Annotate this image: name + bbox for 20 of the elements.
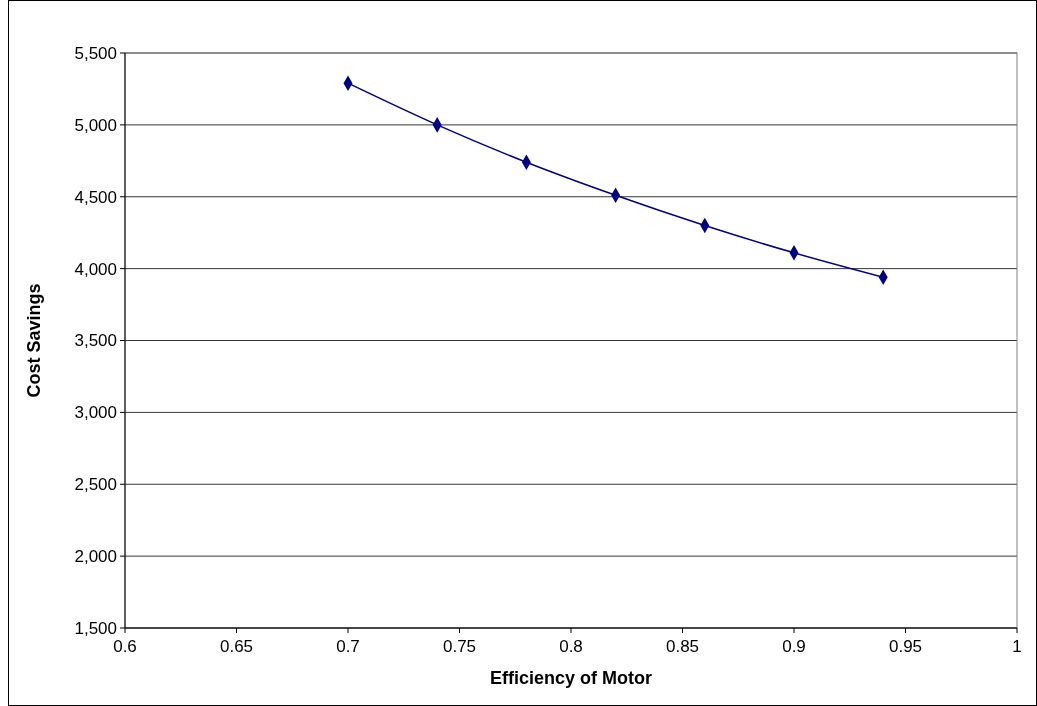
y-tick-label: 2,000 xyxy=(74,547,117,567)
y-tick-label: 4,000 xyxy=(74,259,117,279)
y-tick-label: 3,000 xyxy=(74,403,117,423)
x-tick-label: 0.95 xyxy=(888,637,923,656)
y-axis-title: Cost Savings xyxy=(24,283,44,398)
x-tick-label: 1 xyxy=(1012,637,1022,656)
x-tick-label: 0.9 xyxy=(782,637,806,656)
x-tick-label: 0.75 xyxy=(442,637,477,656)
x-tick-label: 0.8 xyxy=(559,637,583,656)
x-tick-label: 0.65 xyxy=(219,637,254,656)
x-tick-label: 0.6 xyxy=(113,637,137,656)
y-tick-label: 2,500 xyxy=(74,475,117,495)
y-tick-label: 3,500 xyxy=(74,331,117,351)
y-tick-label: 5,000 xyxy=(74,115,117,135)
x-axis-title: Efficiency of Motor xyxy=(489,668,653,688)
x-tick-label: 0.85 xyxy=(665,637,700,656)
y-tick-label: 5,500 xyxy=(74,43,117,63)
y-tick-label: 1,500 xyxy=(74,618,117,638)
x-tick-label: 0.7 xyxy=(336,637,360,656)
y-tick-label: 4,500 xyxy=(74,187,117,207)
